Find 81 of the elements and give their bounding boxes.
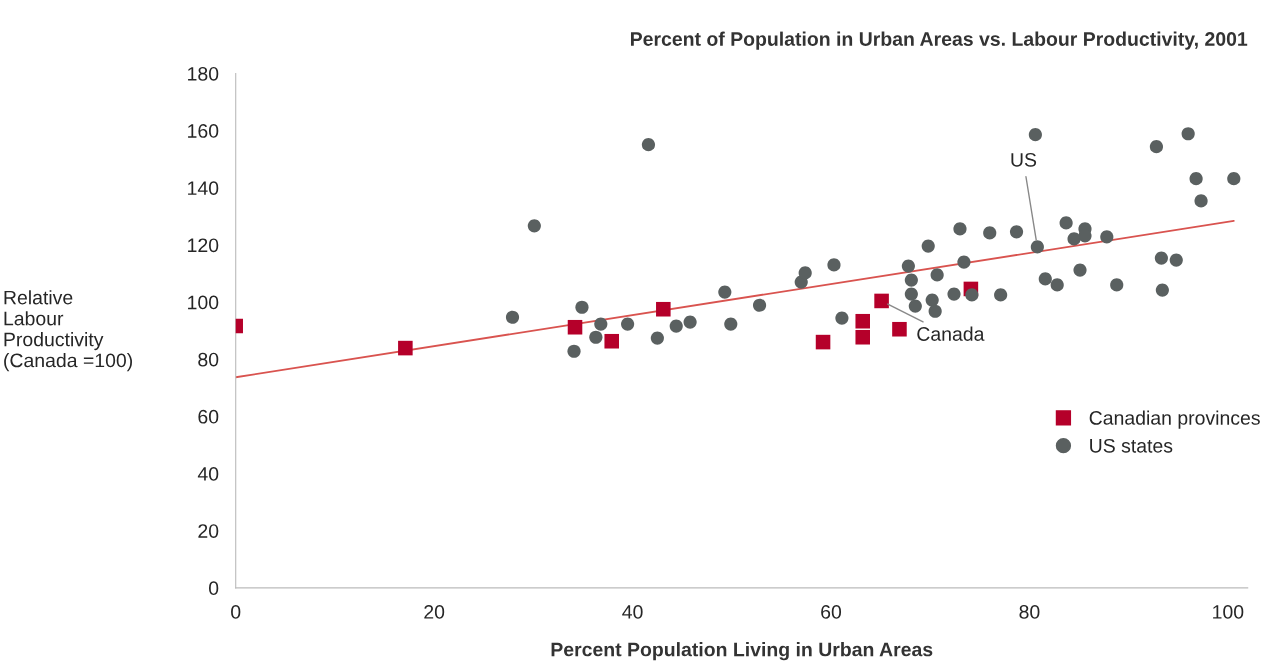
x-tick-label: 40 [622, 605, 643, 619]
point [398, 340, 413, 356]
point [983, 226, 997, 240]
point [505, 310, 520, 324]
point [957, 255, 971, 269]
y-tick-label: 0 [208, 581, 219, 596]
point [798, 266, 812, 280]
y-tick-label: 140 [188, 181, 219, 196]
point [669, 319, 683, 333]
point [928, 304, 942, 318]
point [1067, 232, 1081, 246]
point [1028, 128, 1042, 142]
point [904, 287, 918, 301]
x-tick-label: 80 [1019, 605, 1040, 619]
legend-label: Canadian provinces [1089, 410, 1260, 429]
x-tick-label: 60 [821, 605, 842, 619]
x-tick-label: 100 [1213, 605, 1244, 619]
annotation: Canada [917, 326, 985, 341]
point [925, 293, 939, 307]
point [724, 317, 738, 331]
point [621, 317, 635, 331]
point [567, 319, 583, 335]
y-tick-label: 60 [198, 409, 219, 424]
point [901, 259, 915, 273]
point [1073, 263, 1087, 277]
point [994, 288, 1008, 302]
point [1100, 230, 1114, 244]
point [1030, 240, 1044, 254]
legend-label: US states [1090, 438, 1173, 453]
point [965, 288, 979, 302]
point [1155, 283, 1169, 297]
point [567, 344, 581, 358]
point [575, 300, 589, 314]
annotation: US [1011, 152, 1037, 167]
point [921, 239, 935, 253]
chart-title: Percent of Population in Urban Areas vs. Labour Productivity, 2001 [630, 31, 1248, 50]
point [815, 334, 831, 350]
y-tick-label: 40 [197, 467, 219, 481]
point [908, 299, 922, 313]
point [827, 258, 841, 272]
point [874, 293, 889, 309]
point [527, 219, 541, 233]
y-tick-label: 120 [188, 238, 219, 253]
point [835, 311, 849, 325]
point [641, 138, 656, 152]
point [855, 329, 871, 345]
y-tick-label: 100 [188, 295, 219, 310]
point [752, 298, 767, 312]
point [650, 331, 664, 345]
point [594, 317, 608, 331]
y-tick-label: 160 [188, 124, 219, 138]
point [1110, 278, 1124, 292]
point [1181, 127, 1195, 141]
point [656, 301, 671, 317]
point [1227, 172, 1241, 186]
point [718, 285, 732, 299]
point [1189, 172, 1203, 186]
point [1194, 194, 1208, 208]
point [947, 287, 961, 301]
point [1059, 216, 1073, 230]
x-axis-title: Percent Population Living in Urban Areas [551, 642, 933, 661]
point [1038, 272, 1052, 286]
point [1169, 253, 1183, 267]
point [1009, 225, 1024, 239]
y-axis-title: Relative Labour Productivity (Canada =100) [4, 290, 132, 372]
x-tick-label: 0 [231, 605, 241, 619]
x-tick-label: 20 [424, 605, 445, 619]
point [892, 321, 907, 337]
point [1149, 140, 1163, 154]
y-tick-label: 80 [198, 352, 219, 367]
point [904, 273, 918, 287]
point [930, 268, 944, 282]
y-tick-label: 180 [188, 66, 219, 81]
point [953, 222, 967, 236]
point [604, 333, 620, 349]
point [855, 313, 871, 329]
y-tick-label: 20 [198, 524, 219, 538]
point [683, 315, 697, 329]
point [589, 330, 603, 344]
point [1050, 278, 1064, 292]
point [1154, 251, 1168, 265]
